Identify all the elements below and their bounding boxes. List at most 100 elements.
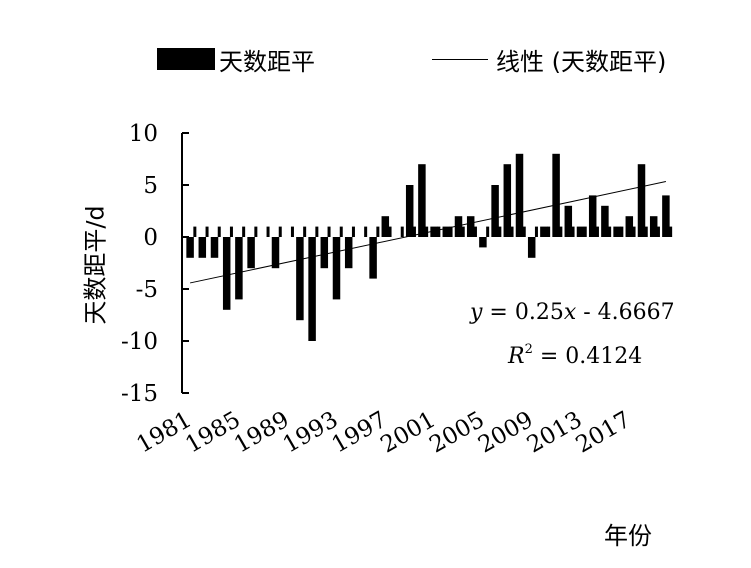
baseline-marker [608, 226, 612, 237]
baseline-marker [376, 226, 380, 237]
baseline-marker [522, 226, 526, 237]
baseline-marker [193, 226, 197, 237]
data-bar [418, 164, 426, 237]
data-bar [369, 237, 377, 279]
baseline-marker [205, 226, 209, 237]
baseline-marker [583, 226, 587, 237]
baseline-marker [315, 226, 319, 237]
data-bar [381, 216, 390, 237]
y-tick-label: 10 [129, 121, 158, 147]
data-bar [662, 195, 670, 237]
data-bar [222, 237, 231, 310]
data-bar [344, 237, 353, 269]
baseline-marker [656, 226, 660, 237]
data-bar [564, 205, 573, 237]
data-bar [625, 216, 634, 237]
baseline-marker [229, 226, 233, 237]
baseline-marker [290, 226, 294, 237]
r-squared: R2 = 0.4124 [508, 342, 642, 369]
baseline-marker [559, 226, 563, 237]
data-bar [552, 153, 560, 237]
y-tick-label: 0 [143, 225, 158, 251]
legend-line-label: 线性 (天数距平) [496, 47, 667, 76]
baseline-marker [510, 226, 514, 237]
trend-line [189, 181, 667, 284]
baseline-marker [364, 226, 368, 237]
x-axis-label: 年份 [604, 522, 652, 550]
eq-r-value: = 0.4124 [532, 344, 643, 369]
data-bar [235, 237, 243, 300]
regression-equation: y = 0.25x - 4.6667 [470, 300, 675, 325]
baseline-marker [461, 226, 465, 237]
data-bar [588, 195, 597, 237]
y-tick-label: -10 [121, 329, 158, 355]
baseline-marker [339, 226, 343, 237]
y-tick-label: -5 [136, 277, 158, 303]
eq-x-symbol: x [563, 300, 577, 325]
data-bar [576, 226, 585, 237]
baseline-marker [486, 226, 490, 237]
data-bar [186, 237, 194, 258]
baseline-marker [217, 226, 221, 237]
data-bar [613, 226, 621, 237]
baseline-marker [473, 226, 477, 237]
y-axis-label: 天数距平/d [81, 205, 110, 325]
data-bar [454, 216, 463, 237]
data-bar [405, 185, 414, 237]
legend-bar-swatch [157, 48, 215, 70]
data-bar [503, 164, 512, 237]
data-bar [601, 205, 609, 237]
baseline-marker [644, 226, 648, 237]
data-bar [637, 164, 646, 237]
y-tick-label: 5 [143, 173, 158, 199]
data-bar [198, 237, 207, 258]
data-bar [649, 216, 658, 237]
data-bar [296, 237, 304, 321]
eq-rhs-prefix: = 0.25 [482, 300, 564, 325]
data-bar [210, 237, 219, 258]
baseline-marker [278, 226, 282, 237]
baseline-marker [242, 226, 246, 237]
data-bar [527, 237, 536, 258]
baseline-marker [254, 226, 258, 237]
baseline-marker [303, 226, 307, 237]
baseline-marker [327, 226, 331, 237]
data-bar [320, 237, 329, 269]
legend-line-swatch [432, 58, 488, 60]
data-bar [271, 237, 280, 269]
baseline-marker [547, 226, 551, 237]
baseline-marker [595, 226, 599, 237]
baseline-marker [412, 226, 416, 237]
baseline-marker [266, 226, 270, 237]
data-bar [491, 185, 499, 237]
legend-bar-label: 天数距平 [219, 47, 315, 76]
data-bar [515, 153, 524, 237]
baseline-marker [498, 226, 502, 237]
data-bar [430, 226, 438, 237]
data-bar [466, 216, 475, 237]
legend-bar-entry: 天数距平 [157, 44, 315, 76]
x-tick-label: 2017 [572, 407, 636, 459]
baseline-marker [620, 226, 624, 237]
legend-line-entry: 线性 (天数距平) [432, 44, 667, 76]
y-tick-label: -15 [121, 381, 158, 407]
baseline-marker [351, 226, 355, 237]
eq-r-power: 2 [524, 342, 533, 357]
baseline-marker [437, 226, 441, 237]
data-bar [540, 226, 548, 237]
eq-rhs-suffix: - 4.6667 [576, 300, 675, 325]
data-bar [332, 237, 341, 300]
baseline-marker [632, 226, 636, 237]
baseline-marker [571, 226, 575, 237]
eq-r-symbol: R [508, 344, 525, 369]
data-bar [247, 237, 255, 269]
data-bar [308, 237, 316, 341]
baseline-marker [534, 226, 538, 237]
eq-y-symbol: y [470, 300, 483, 325]
baseline-marker [449, 226, 453, 237]
baseline-marker [425, 226, 429, 237]
baseline-marker [669, 226, 673, 237]
baseline-marker [400, 226, 404, 237]
data-bar [442, 226, 451, 237]
